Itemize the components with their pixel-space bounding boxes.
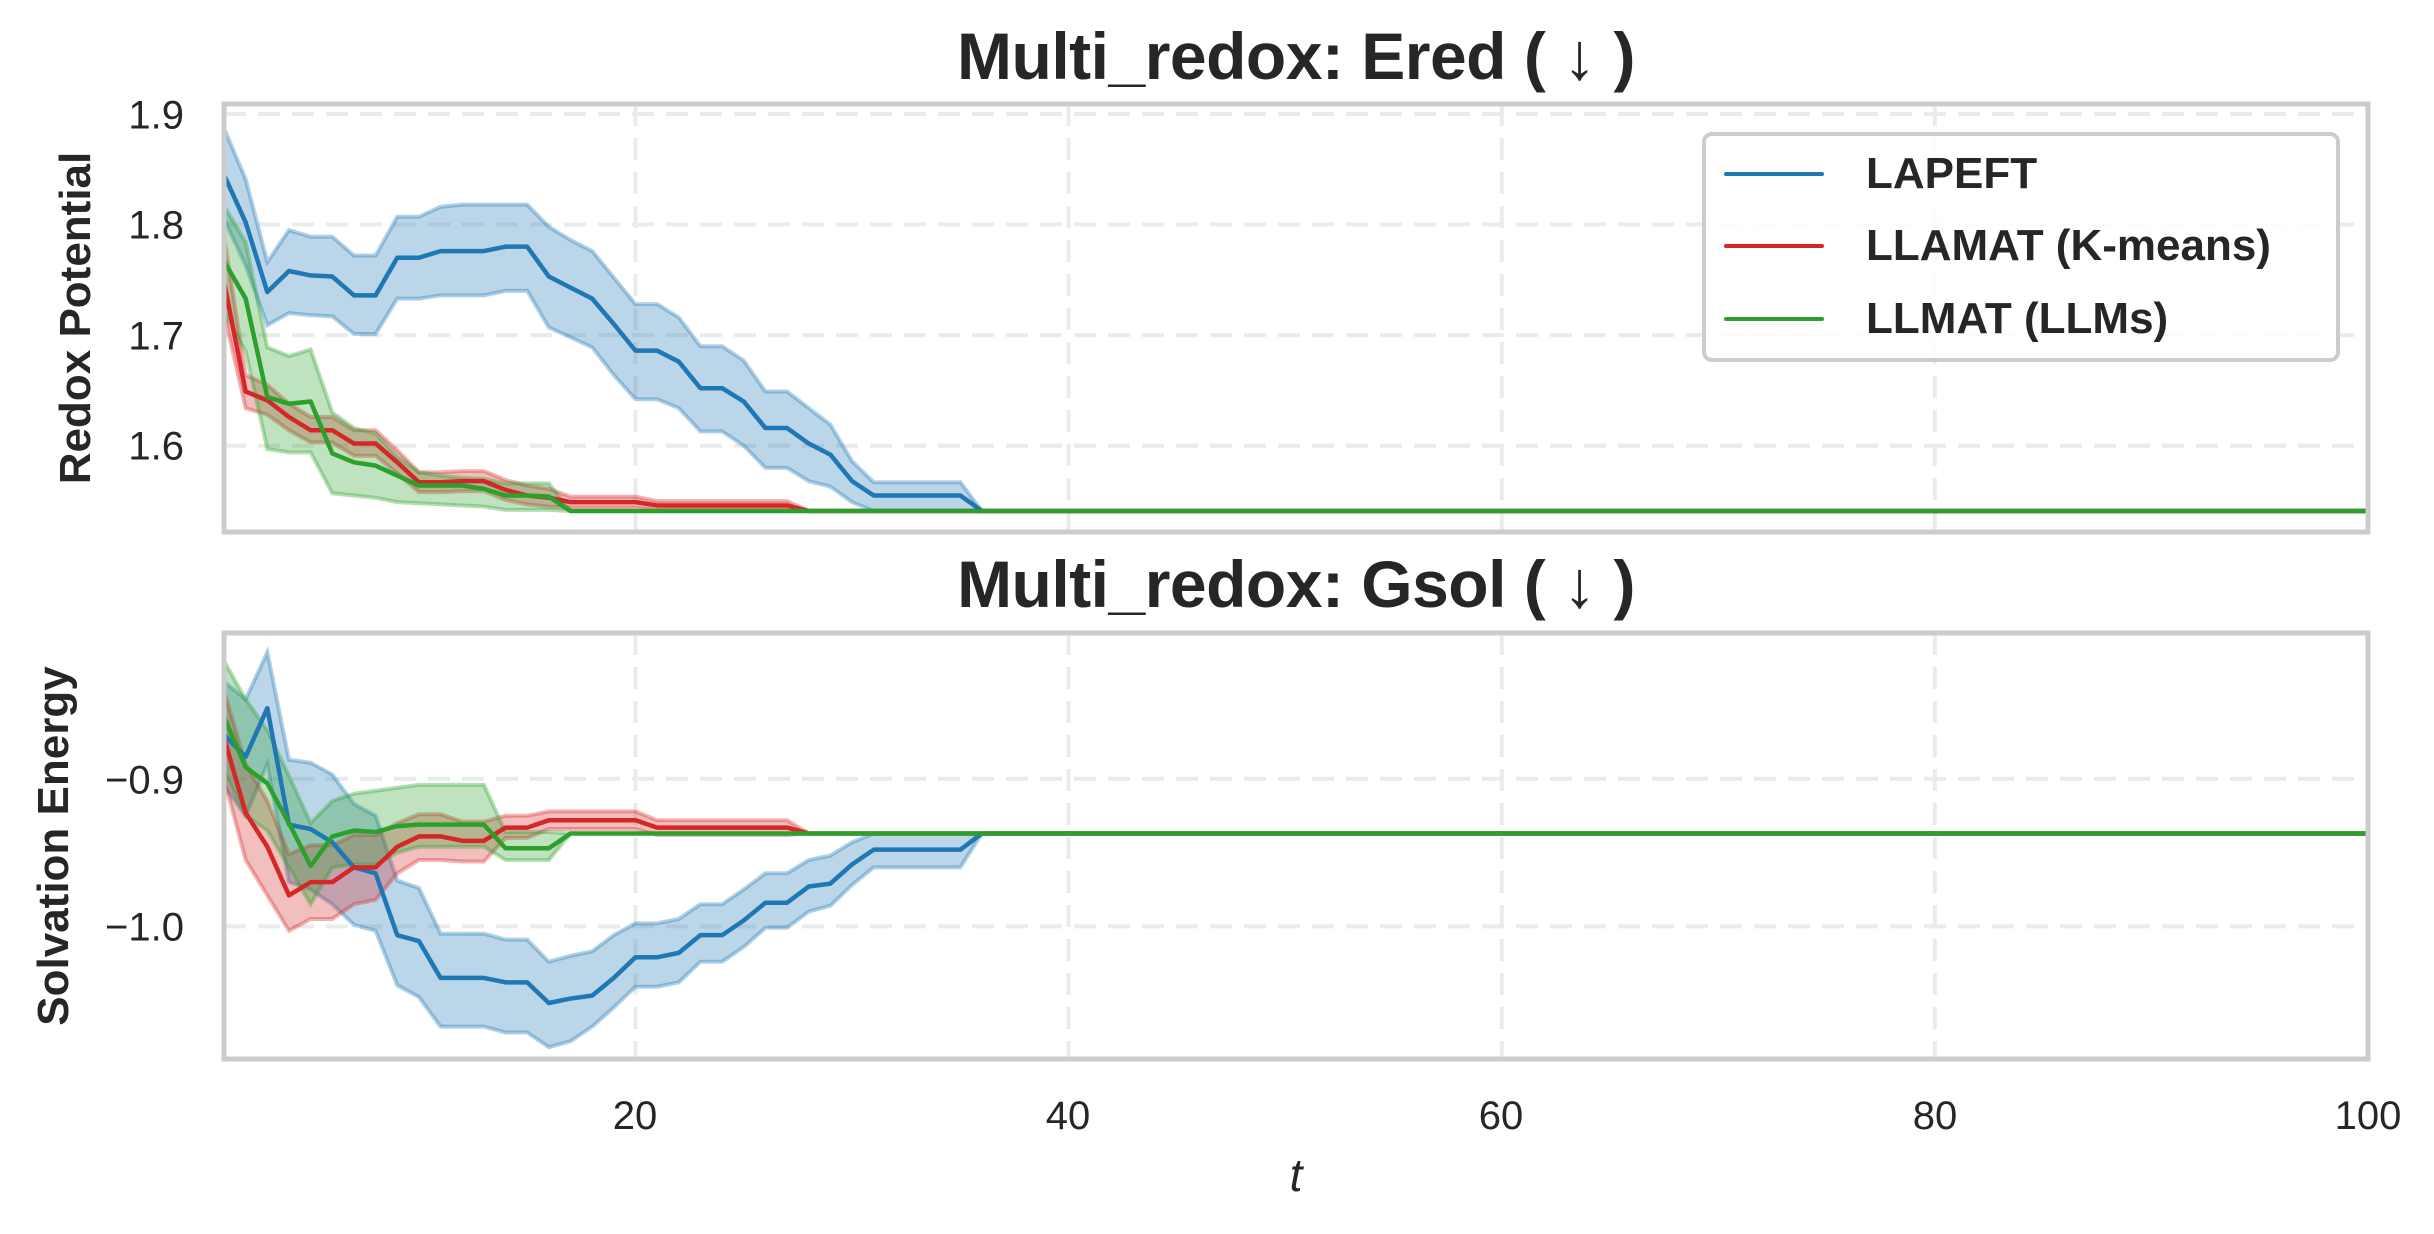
x-tick-label: 80: [1912, 1094, 1958, 1138]
top-y-axis-label: Redox Potential: [51, 151, 100, 485]
legend: LAPEFT LLAMAT (K-means) LLMAT (LLMs): [1702, 132, 2340, 362]
bottom-chart-title: Multi_redox: Gsol ( ↓ ): [957, 547, 1635, 621]
legend-line-icon: [1724, 317, 1824, 321]
series-line: [224, 259, 2368, 514]
x-tick-label: 40: [1045, 1094, 1091, 1138]
plot-area-ered: [221, 101, 2371, 535]
axes-frame: [221, 630, 2371, 1062]
y-tick-label: −1.0: [105, 905, 184, 950]
y-tick-label: 1.9: [128, 93, 184, 138]
x-tick-label: 100: [2334, 1094, 2402, 1138]
axes-frame: [221, 101, 2371, 535]
confidence-band: [224, 656, 2368, 909]
plot-area-gsol: [221, 630, 2371, 1062]
series-line: [224, 173, 2368, 514]
legend-line-icon: [1724, 244, 1824, 248]
bottom-y-axis-label: Solvation Energy: [29, 666, 78, 1026]
y-tick-label: 1.8: [128, 203, 184, 248]
y-tick-label: −0.9: [105, 758, 184, 803]
confidence-band: [224, 689, 2368, 934]
y-tick-label: 1.7: [128, 314, 184, 359]
series-line: [224, 716, 2368, 869]
x-tick-label: 60: [1478, 1094, 1524, 1138]
y-tick-label: 1.6: [128, 424, 184, 469]
legend-item-llmat-llms: LLMAT (LLMs): [1706, 289, 2168, 349]
x-axis-label: t: [1289, 1149, 1303, 1201]
legend-item-llamat-kmeans: LLAMAT (K-means): [1706, 216, 2271, 276]
top-chart-title: Multi_redox: Ered ( ↓ ): [957, 19, 1635, 93]
legend-label: LLAMAT (K-means): [1866, 221, 2271, 270]
legend-label: LAPEFT: [1866, 149, 2038, 198]
series-line: [224, 737, 2368, 898]
legend-line-icon: [1724, 172, 1824, 176]
legend-label: LLMAT (LLMs): [1866, 294, 2169, 343]
x-tick-label: 20: [612, 1094, 658, 1138]
legend-item-lapeft: LAPEFT: [1706, 144, 2037, 204]
